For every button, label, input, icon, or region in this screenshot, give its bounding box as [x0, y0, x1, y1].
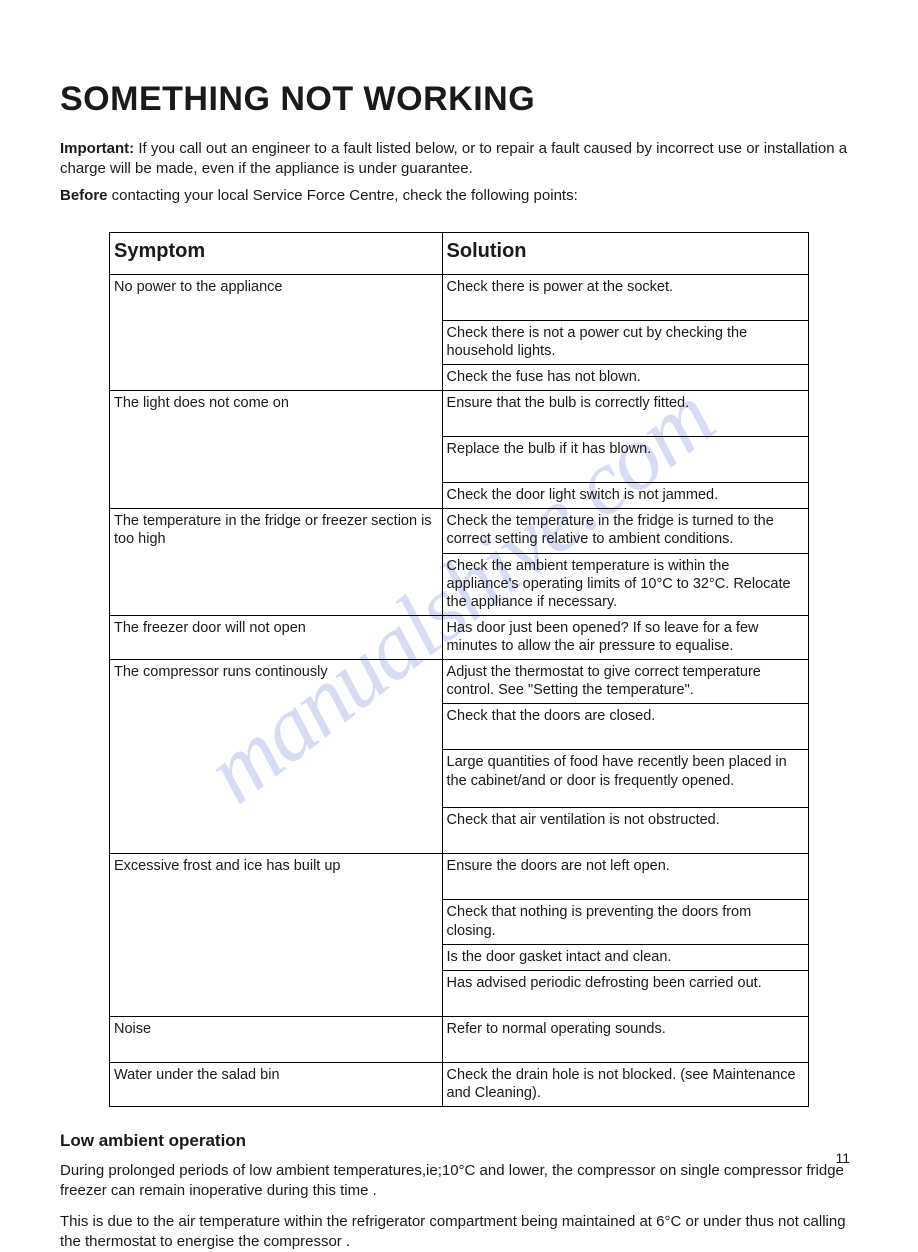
solution-cell: Check that air ventilation is not obstru… — [442, 808, 808, 854]
before-label: Before — [60, 187, 108, 204]
solution-cell: Check the fuse has not blown. — [442, 365, 808, 391]
solution-cell: Has advised periodic defrosting been car… — [442, 970, 808, 1016]
solution-cell: Check the drain hole is not blocked. (se… — [442, 1062, 808, 1106]
symptom-cell: Water under the salad bin — [110, 1062, 443, 1106]
table-row: No power to the appliance Check there is… — [110, 274, 809, 320]
before-paragraph: Before contacting your local Service For… — [60, 186, 858, 206]
solution-cell: Large quantities of food have recently b… — [442, 750, 808, 808]
section-heading: Low ambient operation — [60, 1131, 858, 1151]
symptom-cell: The light does not come on — [110, 391, 443, 509]
table-row: The compressor runs continously Adjust t… — [110, 660, 809, 704]
table-header-row: Symptom Solution — [110, 232, 809, 274]
solution-cell: Check the door light switch is not jamme… — [442, 483, 808, 509]
table-row: The temperature in the fridge or freezer… — [110, 509, 809, 553]
solution-cell: Check the ambient temperature is within … — [442, 553, 808, 615]
before-text: contacting your local Service Force Cent… — [108, 187, 578, 204]
solution-cell: Check that nothing is preventing the doo… — [442, 900, 808, 944]
important-paragraph: Important: If you call out an engineer t… — [60, 139, 858, 180]
table-row: Water under the salad bin Check the drai… — [110, 1062, 809, 1106]
table-row: The freezer door will not open Has door … — [110, 615, 809, 659]
solution-cell: Refer to normal operating sounds. — [442, 1016, 808, 1062]
solution-cell: Ensure the doors are not left open. — [442, 854, 808, 900]
page-title: SOMETHING NOT WORKING — [60, 80, 858, 119]
solution-cell: Adjust the thermostat to give correct te… — [442, 660, 808, 704]
symptom-cell: The compressor runs continously — [110, 660, 443, 854]
symptom-cell: Noise — [110, 1016, 443, 1062]
important-text: If you call out an engineer to a fault l… — [60, 140, 847, 177]
section-paragraph-2: This is due to the air temperature withi… — [60, 1212, 858, 1252]
solution-cell: Check the temperature in the fridge is t… — [442, 509, 808, 553]
symptom-cell: The temperature in the fridge or freezer… — [110, 509, 443, 616]
page-content: SOMETHING NOT WORKING Important: If you … — [60, 80, 858, 1252]
solution-cell: Ensure that the bulb is correctly fitted… — [442, 391, 808, 437]
solution-cell: Has door just been opened? If so leave f… — [442, 615, 808, 659]
solution-cell: Replace the bulb if it has blown. — [442, 437, 808, 483]
table-row: Excessive frost and ice has built up Ens… — [110, 854, 809, 900]
section-paragraph-1: During prolonged periods of low ambient … — [60, 1161, 858, 1202]
solution-cell: Check there is power at the socket. — [442, 274, 808, 320]
table-row: The light does not come on Ensure that t… — [110, 391, 809, 437]
table-row: Noise Refer to normal operating sounds. — [110, 1016, 809, 1062]
symptom-cell: The freezer door will not open — [110, 615, 443, 659]
header-solution: Solution — [442, 232, 808, 274]
important-label: Important: — [60, 140, 134, 157]
symptom-cell: No power to the appliance — [110, 274, 443, 390]
troubleshooting-table: Symptom Solution No power to the applian… — [109, 232, 809, 1107]
solution-cell: Check that the doors are closed. — [442, 704, 808, 750]
solution-cell: Check there is not a power cut by checki… — [442, 320, 808, 364]
header-symptom: Symptom — [110, 232, 443, 274]
symptom-cell: Excessive frost and ice has built up — [110, 854, 443, 1016]
solution-cell: Is the door gasket intact and clean. — [442, 944, 808, 970]
